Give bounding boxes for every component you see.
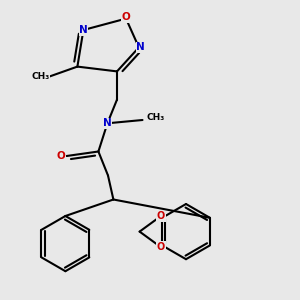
Text: N: N <box>136 42 145 52</box>
Text: CH₃: CH₃ <box>147 113 165 122</box>
Text: O: O <box>57 151 66 161</box>
Text: O: O <box>122 12 130 22</box>
Text: CH₃: CH₃ <box>32 72 50 81</box>
Text: O: O <box>157 211 165 221</box>
Text: O: O <box>157 242 165 252</box>
Text: N: N <box>79 25 88 35</box>
Text: N: N <box>103 118 112 128</box>
